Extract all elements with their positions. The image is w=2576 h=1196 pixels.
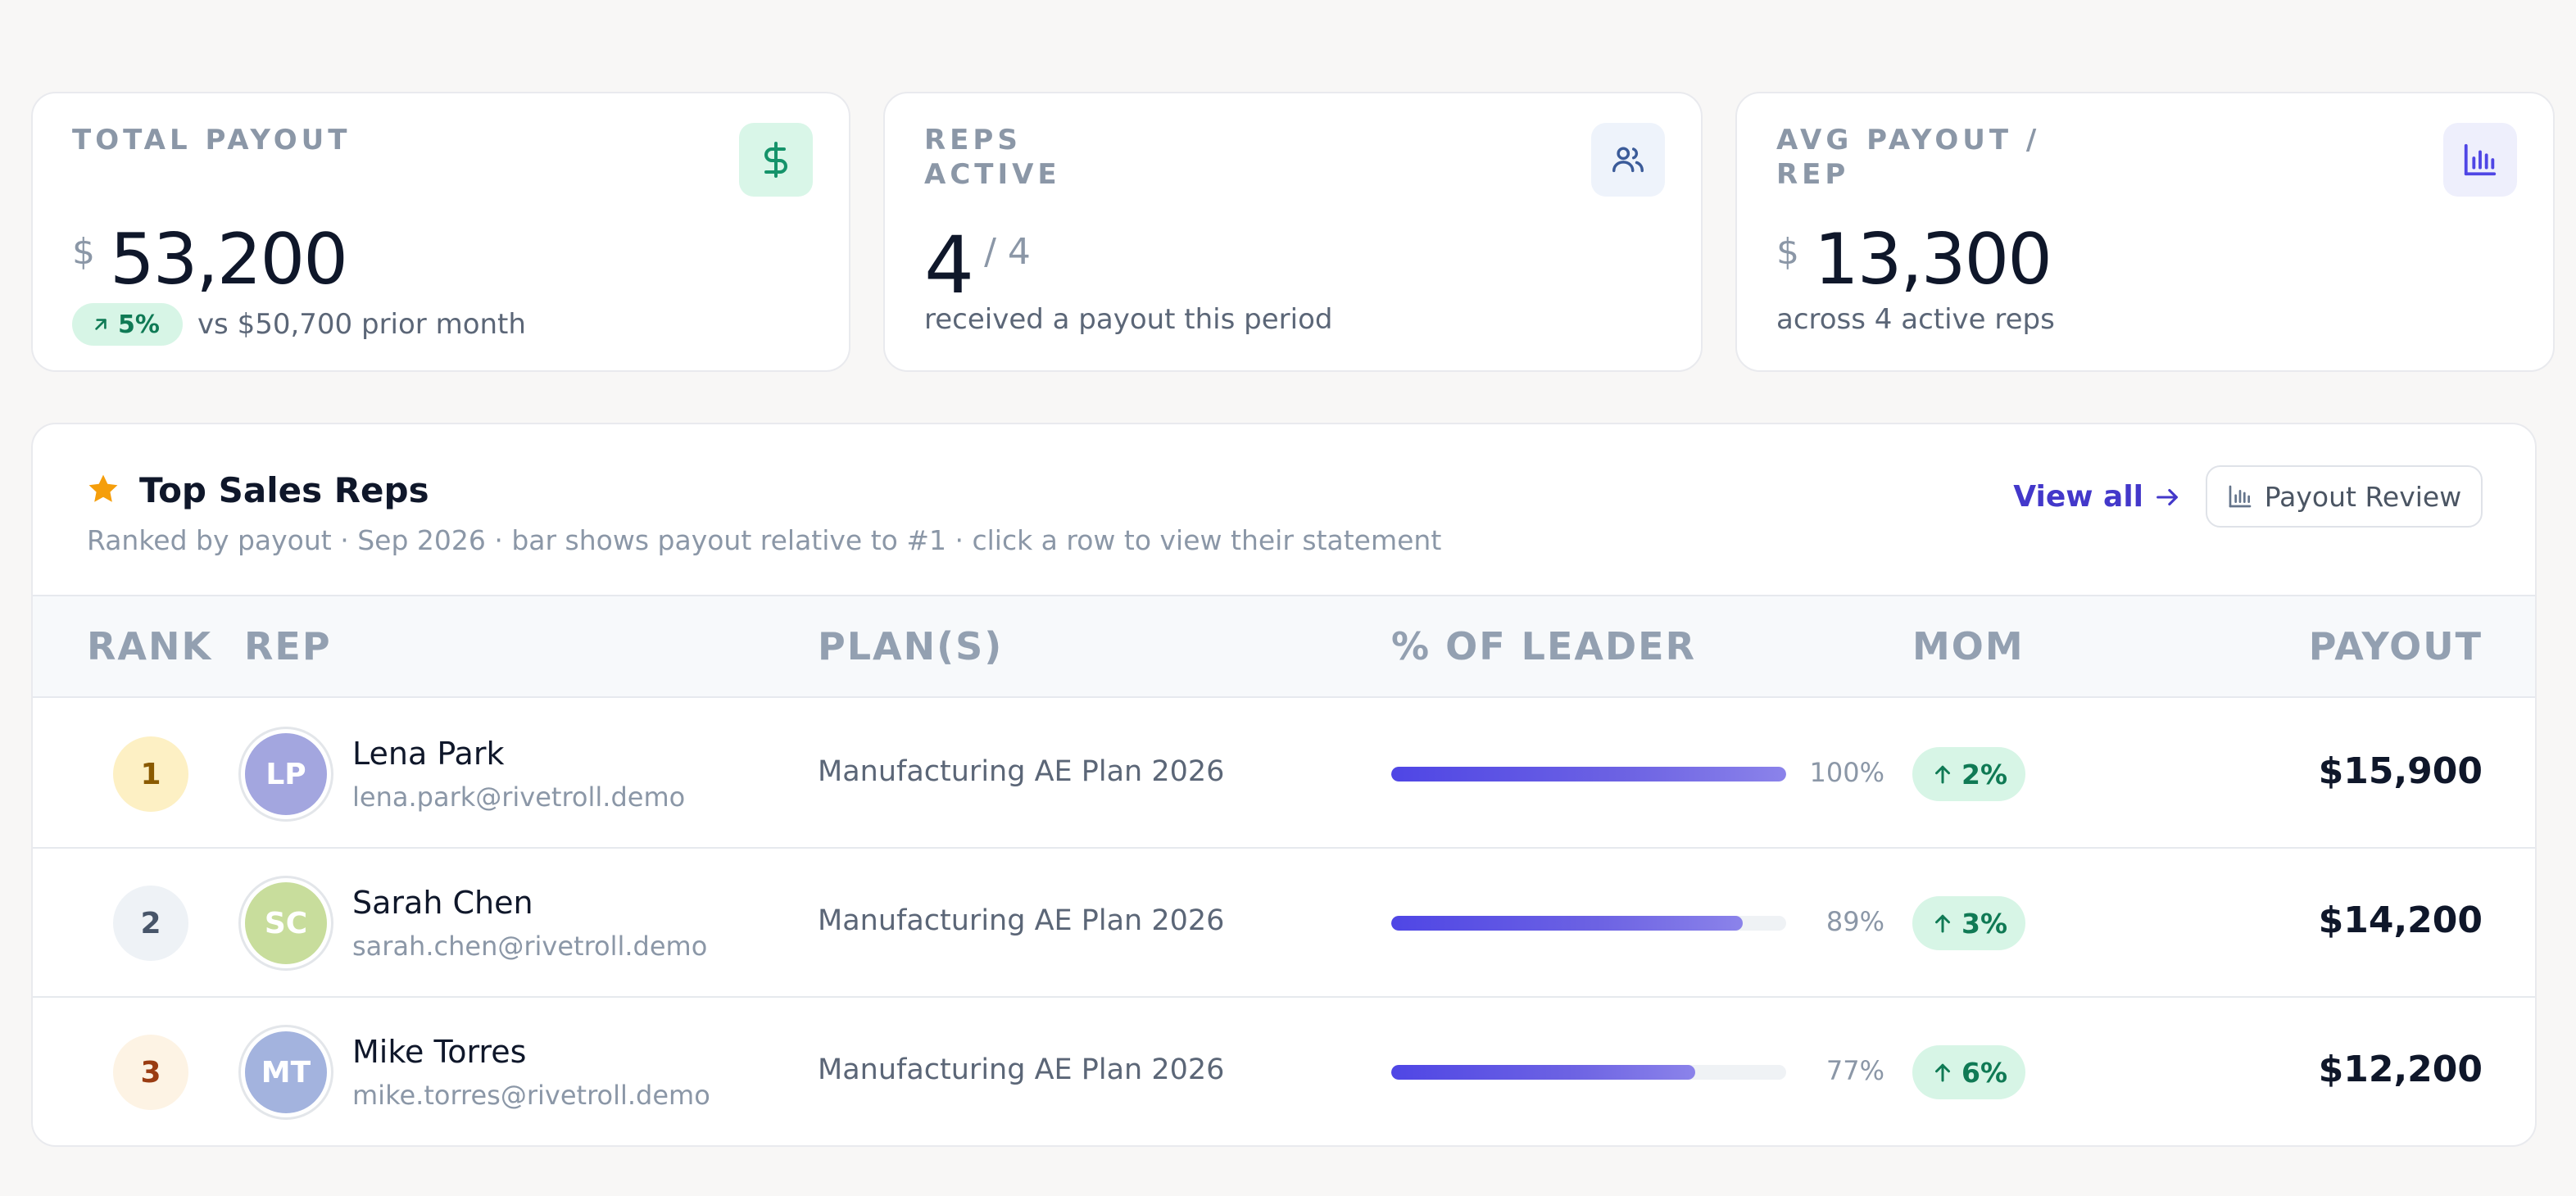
avatar: LP <box>241 729 331 819</box>
leader-progress-fill <box>1391 1065 1696 1080</box>
avatar: MT <box>241 1027 331 1117</box>
plan-name: Manufacturing AE Plan 2026 <box>818 904 1225 937</box>
kpi-value-row: $ 53,200 <box>72 215 348 305</box>
delta-value: 5% <box>118 310 160 339</box>
rep-email: sarah.chen@rivetroll.demo <box>352 931 708 962</box>
kpi-caption: received a payout this period <box>924 303 1333 336</box>
arrow-up-icon <box>1934 914 1950 933</box>
rank-badge: 1 <box>113 736 188 812</box>
users-icon <box>1591 123 1665 197</box>
mom-value: 3% <box>1961 907 2008 940</box>
mom-badge: 6% <box>1912 1045 2025 1099</box>
plan-name: Manufacturing AE Plan 2026 <box>818 755 1225 788</box>
leader-progress-bar <box>1391 916 1786 931</box>
currency-symbol: $ <box>1776 231 1799 273</box>
kpi-value: 53,200 <box>110 219 348 301</box>
panel-subtitle: Ranked by payout · Sep 2026 · bar shows … <box>87 524 1442 556</box>
column-header-payout: PAYOUT <box>2308 624 2483 668</box>
arrow-up-icon <box>1934 765 1950 784</box>
kpi-label: TOTAL PAYOUT <box>72 124 351 156</box>
bar-chart-icon <box>2229 485 2252 508</box>
table-row[interactable]: 2 SC Sarah Chen sarah.chen@rivetroll.dem… <box>33 849 2535 998</box>
mom-badge: 3% <box>1912 896 2025 950</box>
delta-badge: 5% <box>72 303 183 346</box>
leader-percent: 77% <box>1825 1055 1884 1086</box>
payout-amount: $15,900 <box>2318 750 2483 792</box>
rep-name: Lena Park <box>352 736 505 772</box>
arrow-up-icon <box>1934 1063 1950 1082</box>
bar-chart-icon <box>2443 123 2517 197</box>
top-sales-reps-panel: Top Sales Reps Ranked by payout · Sep 20… <box>31 423 2537 1147</box>
arrow-right-icon <box>2156 488 2178 505</box>
table-row[interactable]: 3 MT Mike Torres mike.torres@rivetroll.d… <box>33 998 2535 1145</box>
table-row[interactable]: 1 LP Lena Park lena.park@rivetroll.demo … <box>33 700 2535 849</box>
panel-title: Top Sales Reps <box>139 470 429 510</box>
mom-value: 6% <box>1961 1056 2008 1089</box>
payout-amount: $14,200 <box>2318 899 2483 941</box>
column-header-rep: REP <box>244 624 332 668</box>
column-header-plans: PLAN(S) <box>818 624 1004 668</box>
column-header-pct-of-leader: % OF LEADER <box>1391 624 1697 668</box>
kpi-value: 13,300 <box>1814 219 2052 301</box>
kpi-footer: received a payout this period <box>924 303 1332 336</box>
kpi-card-total-payout: TOTAL PAYOUT $ 53,200 5% vs $50,700 prio… <box>31 92 850 372</box>
leader-percent: 100% <box>1809 757 1884 788</box>
view-all-label: View all <box>2013 480 2143 514</box>
rank-badge: 3 <box>113 1035 188 1110</box>
rank-badge: 2 <box>113 886 188 961</box>
kpi-value-row: $ 13,300 <box>1776 215 2052 305</box>
table-header: RANK REP PLAN(S) % OF LEADER MOM PAYOUT <box>33 595 2535 698</box>
leader-progress-bar <box>1391 1065 1786 1080</box>
leader-progress-bar <box>1391 767 1786 781</box>
kpi-total: / 4 <box>984 231 1031 273</box>
kpi-label: REPS ACTIVE <box>924 124 1061 191</box>
kpi-label: AVG PAYOUT / REP <box>1776 124 2041 191</box>
view-all-link[interactable]: View all <box>2013 480 2181 514</box>
kpi-card-reps-active: REPS ACTIVE 4 / 4 received a payout this… <box>883 92 1703 372</box>
column-header-rank: RANK <box>87 624 213 668</box>
leader-percent: 89% <box>1825 906 1884 937</box>
kpi-caption: across 4 active reps <box>1776 303 2055 336</box>
currency-symbol: $ <box>72 231 95 273</box>
mom-badge: 2% <box>1912 747 2025 801</box>
dollar-icon <box>739 123 813 197</box>
payout-review-button[interactable]: Payout Review <box>2206 465 2483 528</box>
star-icon <box>85 471 121 510</box>
mom-value: 2% <box>1961 758 2008 791</box>
rep-name: Sarah Chen <box>352 885 533 921</box>
panel-header: Top Sales Reps <box>85 470 429 510</box>
arrow-up-right-icon <box>95 319 107 330</box>
plan-name: Manufacturing AE Plan 2026 <box>818 1053 1225 1086</box>
kpi-card-avg-payout: AVG PAYOUT / REP $ 13,300 across 4 activ… <box>1735 92 2555 372</box>
payout-amount: $12,200 <box>2318 1049 2483 1090</box>
rep-email: mike.torres@rivetroll.demo <box>352 1080 710 1111</box>
comparison-text: vs $50,700 prior month <box>197 308 526 341</box>
column-header-mom: MOM <box>1912 624 2025 668</box>
avatar: SC <box>241 878 331 968</box>
payout-review-label: Payout Review <box>2264 480 2462 513</box>
rep-email: lena.park@rivetroll.demo <box>352 781 686 813</box>
rep-name: Mike Torres <box>352 1034 527 1070</box>
kpi-footer: across 4 active reps <box>1776 303 2055 336</box>
kpi-value-row: 4 / 4 <box>924 216 1031 315</box>
kpi-footer: 5% vs $50,700 prior month <box>72 303 526 346</box>
leader-progress-fill <box>1391 767 1786 781</box>
kpi-value: 4 <box>924 220 975 311</box>
leader-progress-fill <box>1391 916 1743 931</box>
